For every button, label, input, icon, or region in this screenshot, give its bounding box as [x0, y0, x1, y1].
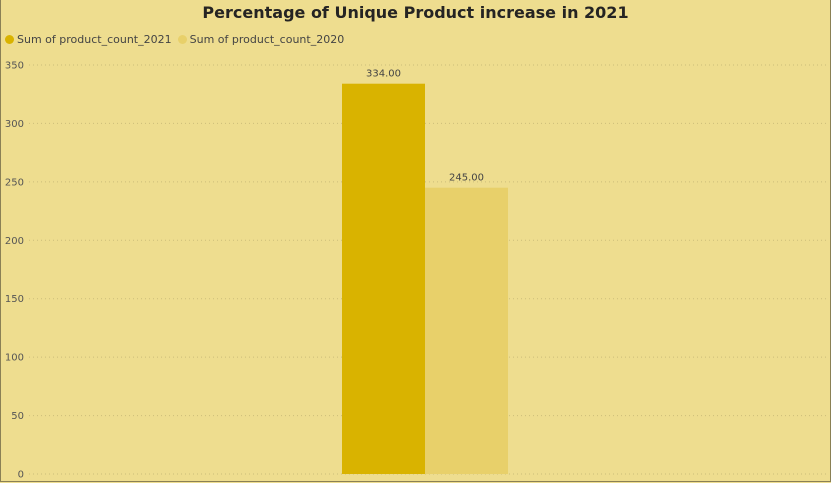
y-tick-label-350: 350	[5, 61, 24, 72]
legend-label-2020: Sum of product_count_2020	[189, 33, 345, 46]
bar-2020[interactable]	[425, 187, 508, 474]
legend-item-2020[interactable]: Sum of product_count_2020	[177, 33, 345, 46]
y-tick-label-200: 200	[5, 236, 24, 247]
y-tick-label-250: 250	[5, 177, 24, 188]
legend-item-2021[interactable]: Sum of product_count_2021	[5, 33, 172, 46]
legend-marker-2020	[177, 35, 187, 44]
y-tick-label-300: 300	[5, 119, 24, 130]
y-tick-label-150: 150	[5, 294, 24, 305]
legend-marker-2021	[5, 35, 14, 44]
data-label-2021: 334.00	[366, 69, 401, 80]
y-tick-label-100: 100	[5, 353, 24, 364]
y-tick-label-50: 50	[11, 411, 24, 422]
chart-legend: Sum of product_count_2021 Sum of product…	[5, 33, 350, 46]
chart-title: Percentage of Unique Product increase in…	[202, 3, 629, 22]
bar-2021[interactable]	[342, 83, 425, 474]
y-tick-label-0: 0	[18, 470, 24, 481]
legend-label-2021: Sum of product_count_2021	[17, 33, 172, 46]
data-label-2020: 245.00	[449, 173, 484, 184]
